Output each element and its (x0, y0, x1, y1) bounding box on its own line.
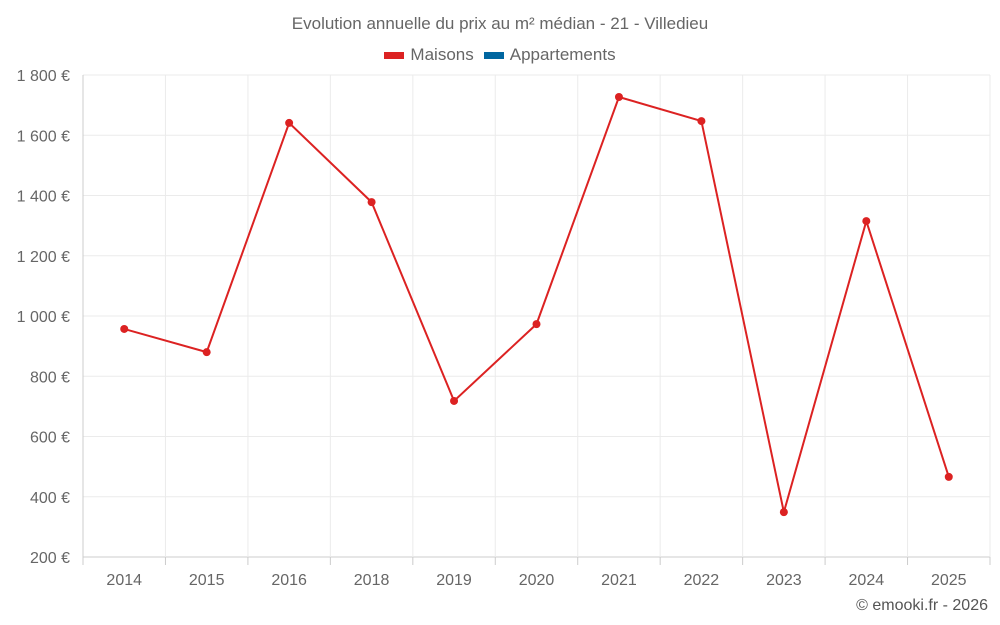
data-point (944, 472, 953, 481)
data-point (202, 348, 211, 357)
x-tick-label: 2020 (519, 572, 555, 589)
y-tick-label: 1 600 € (17, 128, 70, 145)
y-tick-label: 200 € (30, 550, 70, 567)
x-tick-label: 2025 (931, 572, 967, 589)
data-point (367, 198, 376, 207)
x-tick-label: 2018 (354, 572, 390, 589)
data-point (614, 92, 623, 101)
x-tick-label: 2015 (189, 572, 225, 589)
data-point (285, 118, 294, 127)
y-tick-label: 1 200 € (17, 249, 70, 266)
x-tick-label: 2019 (436, 572, 472, 589)
x-tick-label: 2016 (271, 572, 307, 589)
chart-title: Evolution annuelle du prix au m² médian … (291, 14, 709, 33)
data-point (450, 396, 459, 405)
credit: © emooki.fr - 2026 (856, 597, 988, 614)
legend-label-appartements: Appartements (509, 45, 616, 64)
legend: Maisons Appartements (0, 45, 1000, 65)
data-point (120, 324, 129, 333)
x-tick-label: 2023 (766, 572, 802, 589)
x-tick-label: 2024 (849, 572, 885, 589)
y-tick-label: 600 € (30, 430, 70, 447)
data-point (779, 508, 788, 517)
y-tick-label: 400 € (30, 490, 70, 507)
y-tick-label: 800 € (30, 369, 70, 386)
legend-item-maisons[interactable]: Maisons (384, 45, 474, 65)
data-point (697, 117, 706, 126)
data-point (532, 320, 541, 329)
legend-label-maisons: Maisons (410, 45, 474, 64)
data-point (862, 217, 871, 226)
x-tick-label: 2014 (106, 572, 142, 589)
y-tick-label: 1 000 € (17, 309, 70, 326)
x-tick-label: 2021 (601, 572, 637, 589)
legend-item-appartements[interactable]: Appartements (483, 45, 616, 65)
y-tick-label: 1 400 € (17, 189, 70, 206)
legend-swatch-appartements (483, 51, 504, 59)
y-tick-label: 1 800 € (17, 68, 70, 85)
legend-swatch-maisons (384, 51, 405, 59)
x-tick-label: 2022 (684, 572, 720, 589)
